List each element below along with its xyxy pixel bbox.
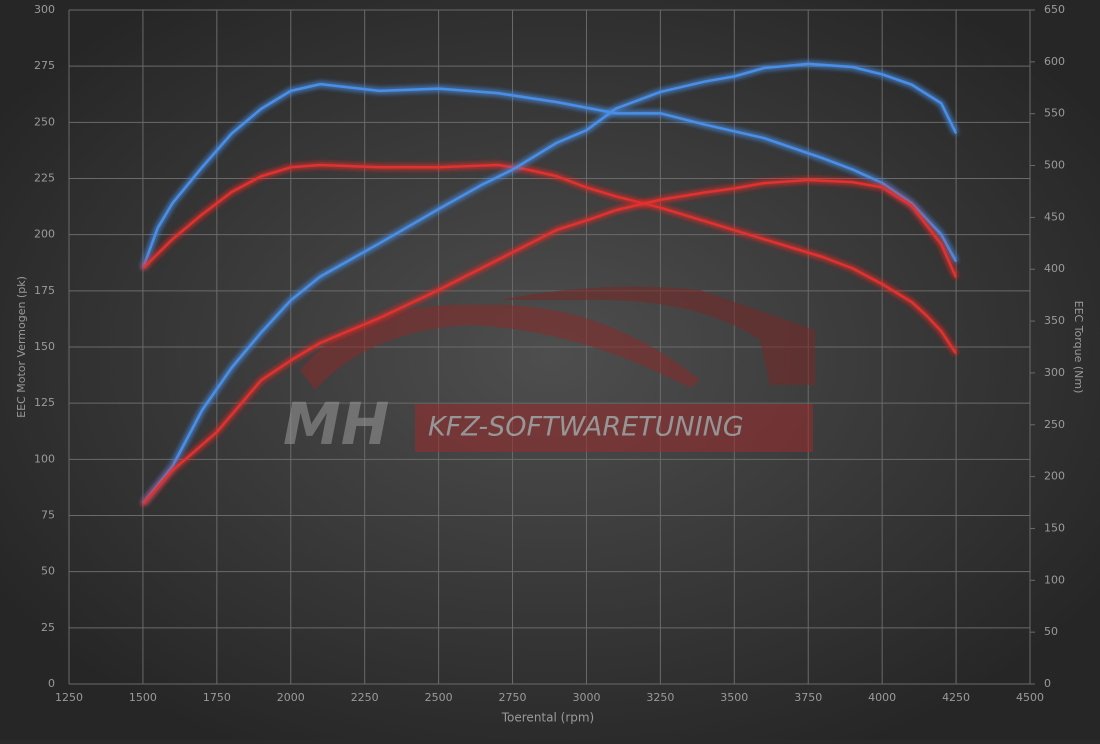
- y-tick-label: 275: [34, 59, 55, 72]
- y-tick-label: 150: [34, 340, 55, 353]
- y-tick-label: 175: [34, 284, 55, 297]
- x-axis-title: Toerental (rpm): [501, 711, 594, 725]
- x-tick-label: 1250: [55, 691, 83, 704]
- logo-text: KFZ-SOFTWARETUNING: [428, 412, 744, 443]
- y2-tick-label: 450: [1044, 210, 1065, 223]
- x-tick-label: 2500: [425, 691, 453, 704]
- series-line: [142, 163, 958, 355]
- logo-car: [300, 304, 700, 390]
- y-tick-label: 50: [41, 565, 55, 578]
- logo-mh: MH: [283, 390, 389, 458]
- y2-tick-label: 400: [1044, 262, 1065, 275]
- y2-tick-label: 250: [1044, 418, 1065, 431]
- x-tick-label: 2250: [351, 691, 379, 704]
- x-tick-label: 3000: [572, 691, 600, 704]
- x-tick-label: 4250: [942, 691, 970, 704]
- x-tick-label: 3750: [794, 691, 822, 704]
- y2-tick-label: 200: [1044, 470, 1065, 483]
- y2-tick-label: 550: [1044, 107, 1065, 120]
- x-tick-label: 2000: [277, 691, 305, 704]
- logo-banner: [415, 404, 813, 452]
- series-line: [141, 62, 958, 505]
- x-tick-label: 4500: [1016, 691, 1044, 704]
- y2-tick-label: 150: [1044, 521, 1065, 534]
- y2-tick-label: 300: [1044, 366, 1065, 379]
- y-tick-label: 200: [34, 228, 55, 241]
- series-line: [141, 178, 958, 506]
- y2-axis-title: EEC Torque (Nm): [1072, 301, 1085, 394]
- logo-arc: [500, 286, 815, 385]
- y-tick-label: 300: [34, 3, 55, 16]
- y-tick-label: 0: [48, 677, 55, 690]
- y-tick-label: 225: [34, 172, 55, 185]
- x-tick-label: 1500: [129, 691, 157, 704]
- x-tick-label: 3250: [646, 691, 674, 704]
- y-tick-label: 25: [41, 621, 55, 634]
- y-tick-label: 125: [34, 396, 55, 409]
- y2-tick-label: 50: [1044, 625, 1058, 638]
- watermark: MH KFZ-SOFTWARETUNING: [283, 286, 815, 458]
- x-tick-label: 1750: [203, 691, 231, 704]
- y-tick-label: 100: [34, 452, 55, 465]
- y-tick-label: 250: [34, 115, 55, 128]
- y2-tick-label: 650: [1044, 3, 1065, 16]
- y2-tick-label: 350: [1044, 314, 1065, 327]
- x-tick-label: 2750: [499, 691, 527, 704]
- y-tick-label: 75: [41, 509, 55, 522]
- series-line: [141, 82, 958, 269]
- y2-tick-label: 0: [1044, 677, 1051, 690]
- y2-tick-label: 500: [1044, 159, 1065, 172]
- x-tick-label: 3500: [720, 691, 748, 704]
- y2-tick-label: 100: [1044, 573, 1065, 586]
- x-tick-label: 4000: [868, 691, 896, 704]
- y-axis-title: EEC Motor Vermogen (pk): [15, 276, 28, 418]
- y2-tick-label: 600: [1044, 55, 1065, 68]
